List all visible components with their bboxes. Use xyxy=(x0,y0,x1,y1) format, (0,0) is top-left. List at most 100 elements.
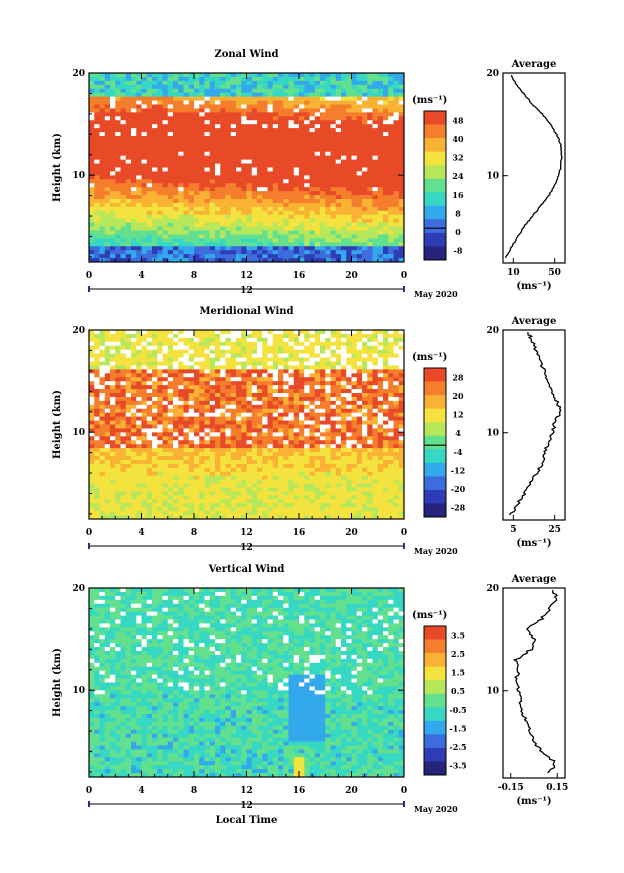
heatmap-cell xyxy=(346,80,352,86)
heatmap-cell xyxy=(89,100,95,105)
heatmap-cell xyxy=(230,440,237,445)
heatmap-cell xyxy=(162,246,169,251)
heatmap-cell xyxy=(251,349,258,355)
heatmap-cell xyxy=(346,365,352,370)
heatmap-cell xyxy=(362,139,368,145)
heatmap-cell xyxy=(209,440,216,445)
heatmap-cell xyxy=(251,432,258,437)
heatmap-cell xyxy=(99,456,106,461)
heatmap-cell xyxy=(272,104,279,109)
heatmap-cell xyxy=(99,330,106,335)
heatmap-cell xyxy=(393,187,400,192)
heatmap-cell xyxy=(283,100,289,105)
heatmap-cell xyxy=(215,179,221,184)
heatmap-cell xyxy=(330,452,337,457)
heatmap-cell xyxy=(99,175,106,180)
heatmap-cell xyxy=(162,171,169,176)
heatmap-cell xyxy=(167,246,174,251)
heatmap-cell xyxy=(104,337,111,343)
colorbar-label: 0 xyxy=(455,227,461,237)
heatmap-cell xyxy=(199,112,205,117)
heatmap-cell xyxy=(194,238,200,243)
heatmap-cell xyxy=(157,385,163,390)
heatmap-cell xyxy=(230,424,237,429)
heatmap-cell xyxy=(356,183,363,188)
heatmap-cell xyxy=(162,191,169,196)
heatmap-cell xyxy=(320,373,326,378)
heatmap-cell xyxy=(209,183,216,188)
heatmap-cell xyxy=(131,187,137,192)
heatmap-cell xyxy=(120,175,127,180)
heatmap-cell xyxy=(89,195,95,200)
heatmap-cell xyxy=(152,214,158,220)
heatmap-cell xyxy=(199,84,205,90)
heatmap-cell xyxy=(383,444,389,449)
heatmap-cell xyxy=(325,210,331,216)
heatmap-cell xyxy=(309,116,316,121)
heatmap-cell xyxy=(120,88,127,94)
profile-line xyxy=(504,74,563,259)
heatmap-cell xyxy=(257,175,263,180)
heatmap-cell xyxy=(194,448,200,453)
heatmap-cell xyxy=(388,349,394,355)
heatmap-cell xyxy=(236,377,242,382)
heatmap-cell xyxy=(283,155,289,161)
heatmap-cell xyxy=(125,163,132,168)
heatmap-cell xyxy=(167,452,174,457)
heatmap-cell xyxy=(99,436,106,441)
heatmap-cell xyxy=(372,92,379,98)
heatmap-cell xyxy=(199,155,205,161)
heatmap-cell xyxy=(209,408,216,414)
heatmap-cell xyxy=(351,452,358,457)
heatmap-cell xyxy=(367,436,373,441)
heatmap-cell xyxy=(356,108,363,113)
heatmap-cell xyxy=(215,222,221,227)
heatmap-cell xyxy=(146,143,153,149)
heatmap-cell xyxy=(110,226,116,231)
heatmap-cell xyxy=(278,377,284,382)
heatmap-cell xyxy=(141,353,148,358)
heatmap-cell xyxy=(104,206,111,212)
heatmap-cell xyxy=(178,88,184,94)
heatmap-cell xyxy=(115,147,121,153)
heatmap-cell xyxy=(272,136,279,141)
heatmap-cell xyxy=(215,250,221,255)
heatmap-cell xyxy=(283,88,289,94)
heatmap-cell xyxy=(146,183,153,188)
heatmap-cell xyxy=(104,139,111,145)
heatmap-cell xyxy=(377,341,384,347)
heatmap-cell xyxy=(377,448,384,453)
heatmap-cell xyxy=(94,80,100,86)
heatmap-cell xyxy=(335,124,342,129)
heatmap-cell xyxy=(398,206,405,212)
heatmap-cell xyxy=(173,357,179,362)
heatmap-cell xyxy=(246,254,253,259)
heatmap-cell xyxy=(314,353,321,358)
heatmap-cell xyxy=(141,341,148,347)
heatmap-cell xyxy=(236,330,242,335)
heatmap-cell xyxy=(94,381,100,386)
heatmap-cell xyxy=(362,428,368,433)
heatmap-cell xyxy=(299,128,305,133)
heatmap-cell xyxy=(178,116,184,121)
heatmap-cell xyxy=(246,428,253,433)
heatmap-cell xyxy=(314,132,321,137)
heatmap-cell xyxy=(110,349,116,355)
heatmap-cell xyxy=(99,163,106,168)
heatmap-cell xyxy=(272,416,279,421)
heatmap-cell xyxy=(215,242,221,247)
heatmap-cell xyxy=(293,436,300,441)
heatmap-cell xyxy=(257,333,263,339)
heatmap-cell xyxy=(136,112,142,117)
heatmap-cell xyxy=(204,214,211,220)
heatmap-cell xyxy=(152,385,158,390)
heatmap-cell xyxy=(272,452,279,457)
heatmap-cell xyxy=(110,353,116,358)
heatmap-cell xyxy=(236,112,242,117)
heatmap-cell xyxy=(372,377,379,382)
heatmap-cell xyxy=(146,92,153,98)
heatmap-cell xyxy=(120,163,127,168)
heatmap-cell xyxy=(293,112,300,117)
heatmap-cell xyxy=(299,151,305,157)
heatmap-cell xyxy=(283,424,289,429)
